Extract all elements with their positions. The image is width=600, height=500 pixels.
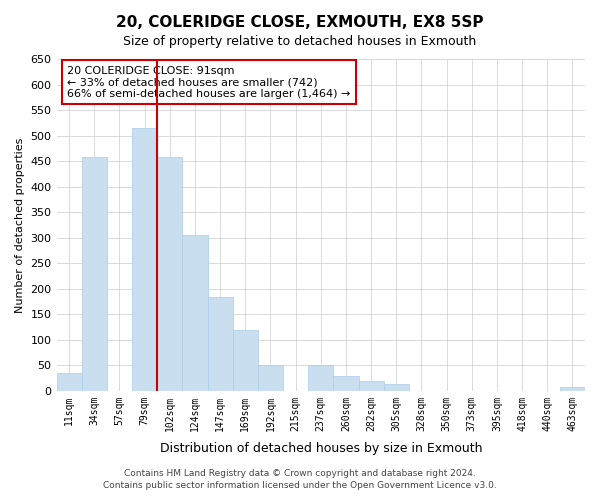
- Bar: [132, 128, 157, 391]
- Bar: [157, 157, 182, 391]
- Bar: [82, 157, 107, 391]
- Text: Contains HM Land Registry data © Crown copyright and database right 2024.
Contai: Contains HM Land Registry data © Crown c…: [103, 468, 497, 490]
- Text: 20 COLERIDGE CLOSE: 91sqm
← 33% of detached houses are smaller (742)
66% of semi: 20 COLERIDGE CLOSE: 91sqm ← 33% of detac…: [67, 66, 350, 99]
- Bar: [560, 386, 585, 391]
- Bar: [359, 380, 383, 391]
- Text: 20, COLERIDGE CLOSE, EXMOUTH, EX8 5SP: 20, COLERIDGE CLOSE, EXMOUTH, EX8 5SP: [116, 15, 484, 30]
- Y-axis label: Number of detached properties: Number of detached properties: [15, 137, 25, 312]
- Bar: [383, 384, 409, 391]
- X-axis label: Distribution of detached houses by size in Exmouth: Distribution of detached houses by size …: [160, 442, 482, 455]
- Bar: [308, 366, 334, 391]
- Bar: [334, 376, 359, 391]
- Bar: [56, 373, 82, 391]
- Bar: [182, 235, 208, 391]
- Text: Size of property relative to detached houses in Exmouth: Size of property relative to detached ho…: [124, 35, 476, 48]
- Bar: [208, 298, 233, 391]
- Bar: [233, 330, 258, 391]
- Bar: [258, 366, 283, 391]
